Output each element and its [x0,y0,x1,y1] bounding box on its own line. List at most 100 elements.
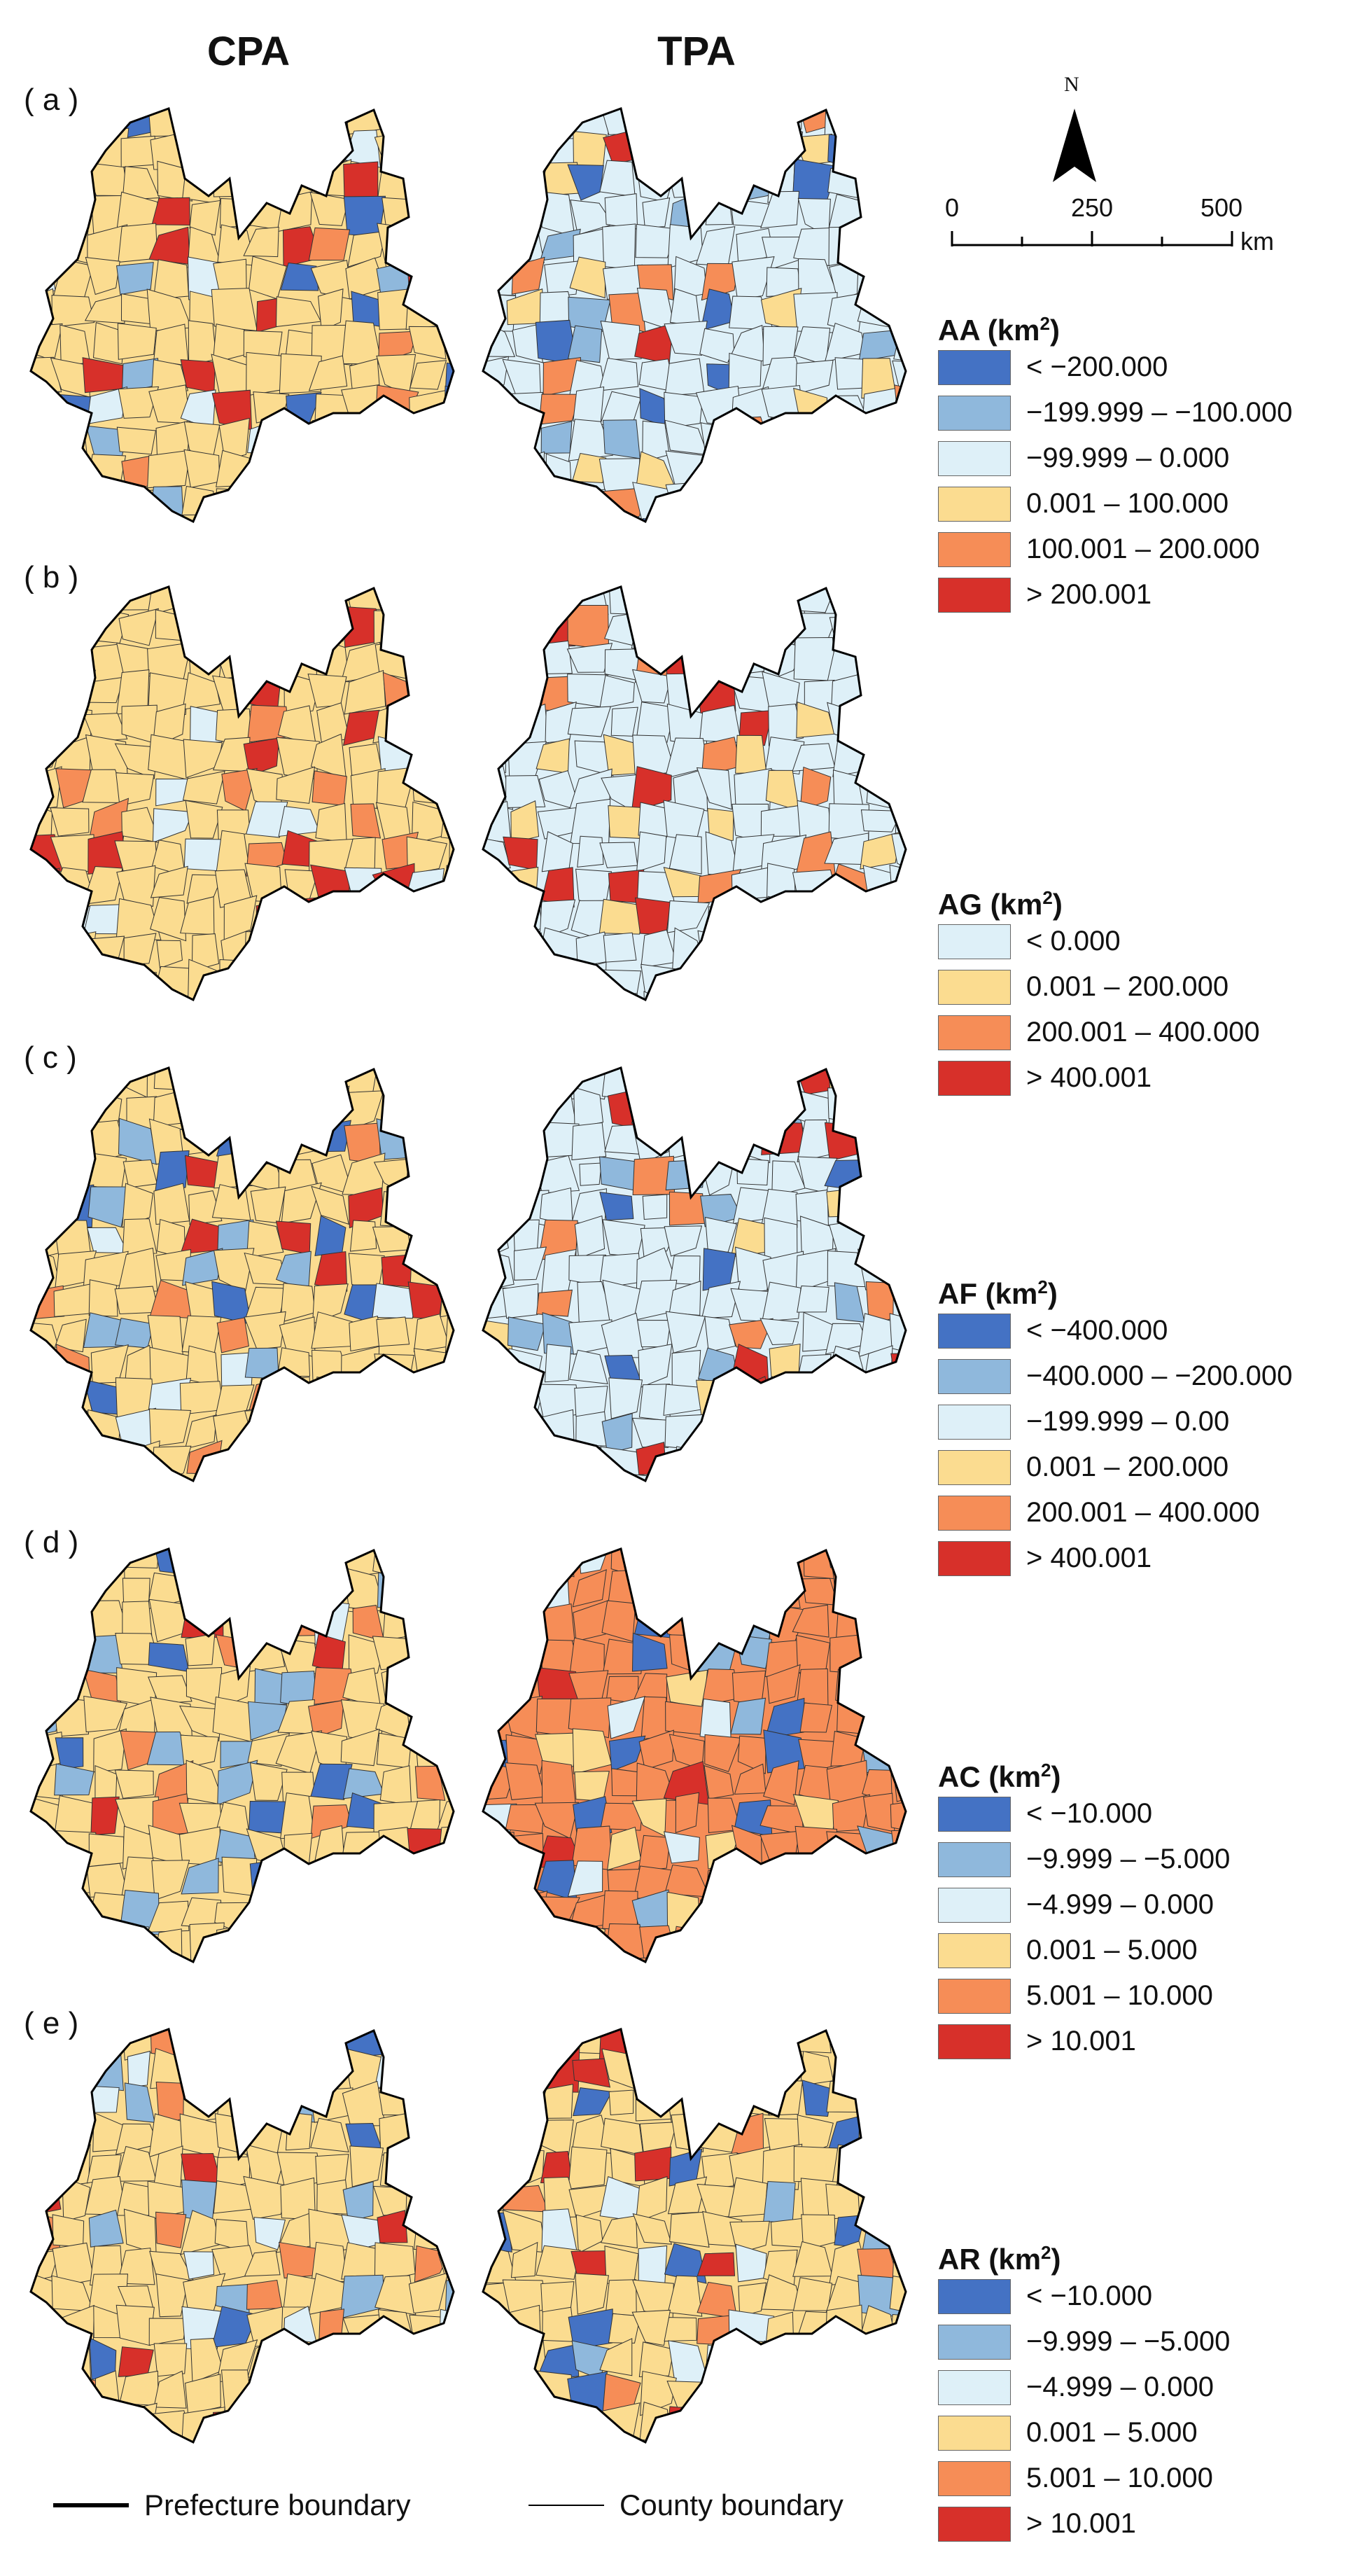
legend-class-label: −400.000 – −200.000 [1026,1360,1293,1391]
scale-tick-250: 250 [1071,193,1114,222]
legend-class: 200.001 – 400.000 [938,1010,1358,1055]
legend-class: > 10.001 [938,2019,1358,2064]
legend-class-label: −9.999 – −5.000 [1026,1844,1231,1874]
legend-swatch [938,1404,1011,1440]
legend-swatch [938,1933,1011,1968]
legend-class-label: 0.001 – 200.000 [1026,1451,1229,1482]
prefecture-boundary-label: Prefecture boundary [144,2488,411,2521]
legend-class: > 200.001 [938,572,1358,618]
legend-class: > 400.001 [938,1536,1358,1581]
map-d-tpa [482,1547,907,1964]
map-e-tpa [482,2028,907,2444]
legend-swatch [938,440,1011,476]
map-c-tpa [482,1066,907,1483]
map-d-cpa [29,1547,455,1964]
legend-swatch [938,2324,1011,2360]
panel-label-a: ( a ) [24,83,79,117]
legend-class: < 0.000 [938,919,1358,964]
legend-class: < −10.000 [938,2274,1358,2319]
map-b-tpa [482,585,907,1002]
legend-class-label: 0.001 – 200.000 [1026,971,1229,1002]
legend-class-label: −99.999 – 0.000 [1026,443,1230,473]
prefecture-boundary-legend: Prefecture boundary [53,2484,411,2526]
legend-class: 200.001 – 400.000 [938,1490,1358,1536]
legend-class-label: 5.001 – 10.000 [1026,1980,1213,2011]
legend-class-label: > 10.001 [1026,2508,1136,2539]
legend-class: −199.999 – 0.00 [938,1399,1358,1444]
legend-swatch [938,1842,1011,1877]
legend-swatch [938,395,1011,431]
legend-af: AF (km2) < −400.000 −400.000 – −200.000 −1… [938,1266,1358,1581]
legend-class: −4.999 – 0.000 [938,2365,1358,2410]
map-a-tpa [482,107,907,524]
legend-class: > 10.001 [938,2501,1358,2547]
legend-ar: AR (km2) < −10.000 −9.999 – −5.000 −4.999 … [938,2232,1358,2547]
legend-class-label: −9.999 – −5.000 [1026,2326,1231,2357]
legend-title-ac: AC (km2) [938,1760,1061,1793]
column-title-cpa: CPA [206,29,290,74]
legend-class: 5.001 – 10.000 [938,1973,1358,2019]
legend-class: 100.001 – 200.000 [938,527,1358,572]
legend-class: 0.001 – 200.000 [938,1444,1358,1490]
legend-class-label: < −200.000 [1026,351,1168,382]
legend-title-af: AF (km2) [938,1276,1058,1310]
legend-class-label: > 400.001 [1026,1062,1152,1093]
legend-ag: AG (km2) < 0.000 0.001 – 200.000 200.001 –… [938,877,1358,1101]
legend-aa: AA (km2) < −200.000 −199.999 – −100.000 −9… [938,302,1358,618]
legend-class: > 400.001 [938,1055,1358,1101]
scale-unit: km [1240,227,1274,256]
legend-swatch [938,486,1011,522]
legend-class: −400.000 – −200.000 [938,1353,1358,1399]
legend-class-label: 0.001 – 100.000 [1026,488,1229,519]
legend-class: −99.999 – 0.000 [938,436,1358,481]
legend-swatch [938,1060,1011,1096]
legend-swatch [938,2369,1011,2405]
column-title-tpa: TPA [657,29,736,74]
map-e-cpa [29,2028,455,2444]
legend-class-label: > 200.001 [1026,579,1152,610]
legend-swatch [938,2460,1011,2496]
legend-class: −9.999 – −5.000 [938,2319,1358,2365]
legend-swatch [938,969,1011,1005]
legend-class: 0.001 – 100.000 [938,481,1358,527]
legend-class-label: > 10.001 [1026,2026,1136,2056]
north-label: N [1064,73,1079,96]
panel-label-b: ( b ) [24,560,79,594]
legend-class-label: −4.999 – 0.000 [1026,1889,1214,1920]
legend-swatch [938,1796,1011,1832]
legend-swatch [938,531,1011,567]
legend-class-label: 200.001 – 400.000 [1026,1497,1260,1528]
legend-swatch [938,1015,1011,1050]
legend-class-label: > 400.001 [1026,1543,1152,1573]
legend-swatch [938,1313,1011,1349]
legend-swatch [938,577,1011,613]
legend-class-label: 100.001 – 200.000 [1026,534,1260,564]
legend-class: −4.999 – 0.000 [938,1882,1358,1928]
legend-class-label: < 0.000 [1026,926,1121,956]
legend-class-label: −199.999 – 0.00 [1026,1406,1230,1437]
legend-swatch [938,2024,1011,2059]
panel-label-d: ( d ) [24,1525,79,1559]
legend-class-label: −4.999 – 0.000 [1026,2372,1214,2402]
legend-swatch [938,1540,1011,1576]
legend-class: −199.999 – −100.000 [938,390,1358,436]
legend-class: < −400.000 [938,1308,1358,1353]
legend-class-label: −199.999 – −100.000 [1026,397,1293,428]
legend-title-ar: AR (km2) [938,2242,1061,2276]
map-c-cpa [29,1066,455,1483]
scale-bar: 0 250 500 km [938,188,1288,265]
legend-class-label: < −10.000 [1026,1798,1153,1829]
legend-ac: AC (km2) < −10.000 −9.999 – −5.000 −4.999 … [938,1749,1358,2064]
county-boundary-legend: County boundary [528,2484,844,2526]
legend-swatch [938,1358,1011,1394]
north-arrow-icon [1053,109,1096,182]
legend-swatch [938,2506,1011,2542]
legend-class: −9.999 – −5.000 [938,1837,1358,1882]
prefecture-line-sample [53,2503,129,2507]
legend-swatch [938,1887,1011,1923]
county-line-sample [528,2505,604,2506]
legend-class-label: 0.001 – 5.000 [1026,1935,1198,1965]
panel-label-c: ( c ) [24,1040,77,1075]
legend-class: 0.001 – 200.000 [938,964,1358,1010]
map-b-cpa [29,585,455,1002]
